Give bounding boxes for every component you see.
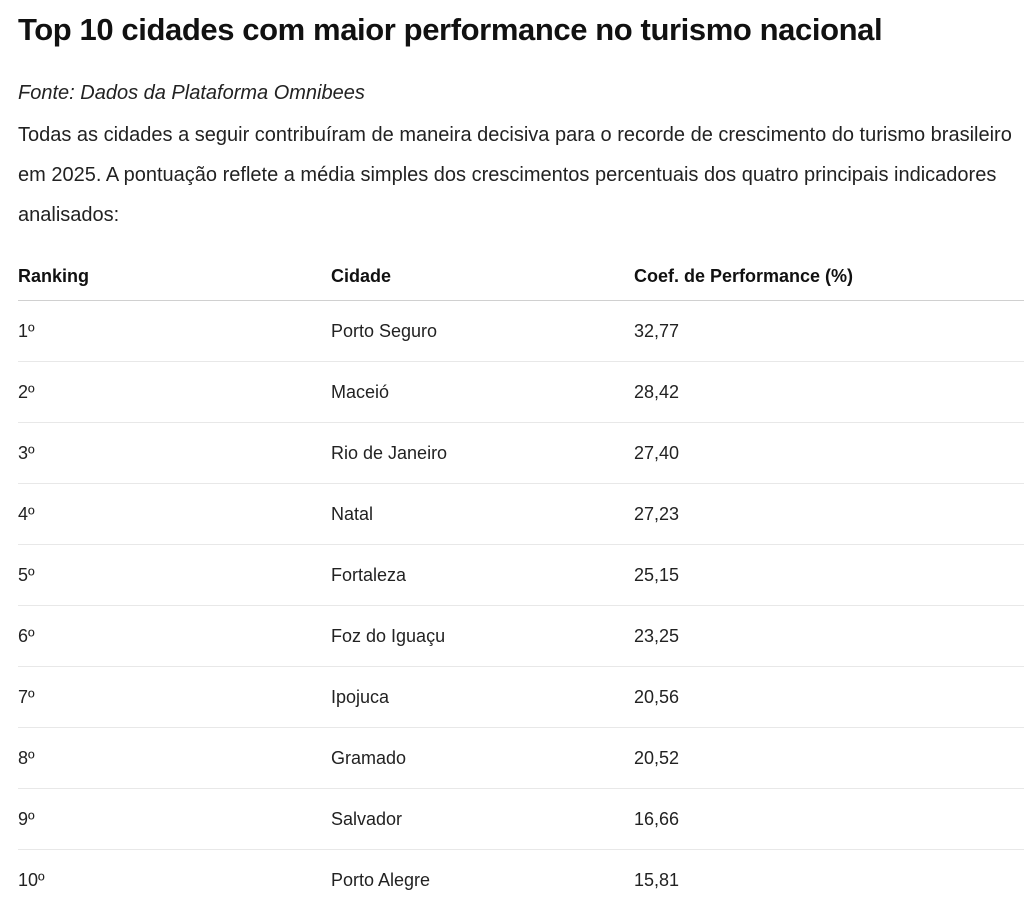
city-cell: Fortaleza [331, 545, 634, 606]
table-row: 8º Gramado 20,52 [18, 728, 1024, 789]
rank-cell: 1º [18, 301, 331, 362]
city-cell: Gramado [331, 728, 634, 789]
city-cell: Maceió [331, 362, 634, 423]
rank-cell: 8º [18, 728, 331, 789]
city-cell: Salvador [331, 789, 634, 850]
table-row: 7º Ipojuca 20,56 [18, 667, 1024, 728]
score-cell: 27,40 [634, 423, 1024, 484]
score-cell: 15,81 [634, 850, 1024, 910]
table-row: 4º Natal 27,23 [18, 484, 1024, 545]
rank-cell: 6º [18, 606, 331, 667]
table-row: 6º Foz do Iguaçu 23,25 [18, 606, 1024, 667]
score-cell: 16,66 [634, 789, 1024, 850]
table-row: 10º Porto Alegre 15,81 [18, 850, 1024, 910]
rank-cell: 10º [18, 850, 331, 910]
ranking-table: Ranking Cidade Coef. de Performance (%) … [18, 253, 1024, 910]
rank-cell: 4º [18, 484, 331, 545]
city-cell: Porto Seguro [331, 301, 634, 362]
score-cell: 20,56 [634, 667, 1024, 728]
article: Top 10 cidades com maior performance no … [18, 0, 1024, 910]
source-note: Fonte: Dados da Plataforma Omnibees [18, 79, 1024, 107]
city-cell: Foz do Iguaçu [331, 606, 634, 667]
table-row: 3º Rio de Janeiro 27,40 [18, 423, 1024, 484]
table-header-row: Ranking Cidade Coef. de Performance (%) [18, 253, 1024, 301]
city-cell: Ipojuca [331, 667, 634, 728]
score-cell: 27,23 [634, 484, 1024, 545]
score-cell: 32,77 [634, 301, 1024, 362]
city-cell: Rio de Janeiro [331, 423, 634, 484]
table-row: 1º Porto Seguro 32,77 [18, 301, 1024, 362]
intro-paragraph: Todas as cidades a seguir contribuíram d… [18, 115, 1024, 235]
score-cell: 25,15 [634, 545, 1024, 606]
score-cell: 23,25 [634, 606, 1024, 667]
rank-cell: 3º [18, 423, 331, 484]
rank-cell: 5º [18, 545, 331, 606]
page-title: Top 10 cidades com maior performance no … [18, 0, 1024, 50]
score-cell: 20,52 [634, 728, 1024, 789]
rank-cell: 9º [18, 789, 331, 850]
city-cell: Natal [331, 484, 634, 545]
header-ranking: Ranking [18, 253, 331, 301]
header-performance: Coef. de Performance (%) [634, 253, 1024, 301]
table-row: 2º Maceió 28,42 [18, 362, 1024, 423]
table-row: 9º Salvador 16,66 [18, 789, 1024, 850]
city-cell: Porto Alegre [331, 850, 634, 910]
header-city: Cidade [331, 253, 634, 301]
score-cell: 28,42 [634, 362, 1024, 423]
table-row: 5º Fortaleza 25,15 [18, 545, 1024, 606]
rank-cell: 2º [18, 362, 331, 423]
rank-cell: 7º [18, 667, 331, 728]
